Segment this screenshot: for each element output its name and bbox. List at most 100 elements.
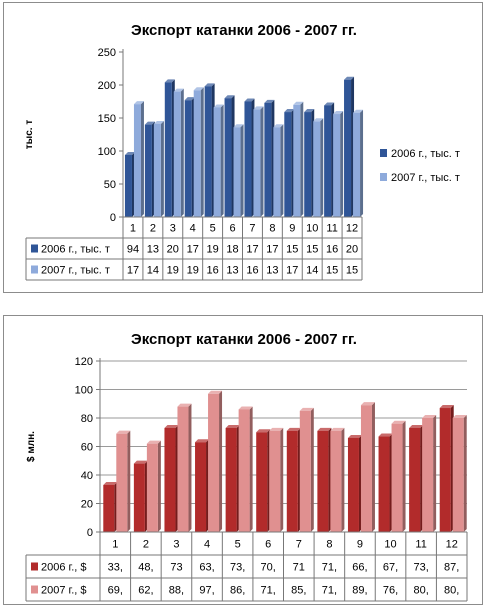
bar-s2-6 xyxy=(233,124,244,217)
bar-s2-1-front xyxy=(116,433,128,532)
bar-s2-12 xyxy=(452,415,467,532)
table-cell: 33, xyxy=(108,562,123,574)
bar-s2-3-front xyxy=(173,91,181,217)
bar-s2-7-front xyxy=(299,410,311,532)
bar-s2-1 xyxy=(133,101,144,217)
table-cell: 20 xyxy=(346,244,358,256)
legend-key xyxy=(380,149,387,157)
table-cell: 13 xyxy=(226,265,238,277)
y-tick-label: 80 xyxy=(81,413,93,425)
table-cell: 71, xyxy=(261,585,276,597)
table-cell: 71, xyxy=(322,562,337,574)
y-tick-label: 40 xyxy=(81,470,93,482)
bar-s1-5 xyxy=(204,83,215,217)
bar-s2-5-front xyxy=(213,107,221,217)
x-tick-label: 1 xyxy=(112,539,118,551)
bar-s2-7 xyxy=(299,407,314,532)
bar-s1-4-front xyxy=(195,442,207,532)
bar-s2-7-side xyxy=(310,407,314,532)
bar-s2-6-side xyxy=(280,427,284,532)
table-cell: 89, xyxy=(352,585,367,597)
x-tick-label: 2 xyxy=(143,539,149,551)
bar-s1-3-top xyxy=(164,79,175,83)
table-cell: 71 xyxy=(293,562,305,574)
x-tick-label: 3 xyxy=(170,223,176,235)
bar-s2-10-front xyxy=(313,121,321,217)
x-tick-label: 4 xyxy=(204,539,210,551)
bar-s2-3-top xyxy=(177,403,192,407)
legend-entry: 2007 г., тыс. т xyxy=(391,172,460,184)
bar-s2-2 xyxy=(153,120,164,217)
bar-s1-10-top xyxy=(304,109,315,113)
bar-s2-6-front xyxy=(233,127,241,217)
bar-s2-3-front xyxy=(177,406,189,532)
table-cell: 63, xyxy=(199,562,214,574)
bar-s2-12-top xyxy=(353,109,364,113)
bar-s2-7-front xyxy=(253,109,261,217)
y-tick-label: 0 xyxy=(110,212,116,224)
bar-s1-6-front xyxy=(256,432,268,532)
bar-s2-1-front xyxy=(133,104,141,217)
bar-s1-3-front xyxy=(164,82,172,217)
x-tick-label: 1 xyxy=(130,223,136,235)
bar-s1-7-front xyxy=(286,430,298,532)
x-tick-label: 12 xyxy=(446,539,458,551)
bar-s2-9-side xyxy=(371,402,375,532)
bar-s2-4-side xyxy=(219,390,223,532)
bar-s2-10-top xyxy=(313,118,324,122)
bar-s2-4-top xyxy=(193,87,204,91)
chart-panel-bottom: Экспорт катанки 2006 - 2007 гг. $ млн. 120… xyxy=(3,315,483,605)
bar-s1-12 xyxy=(439,405,454,532)
table-legend-key xyxy=(31,265,38,274)
bar-s2-8-top xyxy=(330,427,345,431)
bar-s2-9-top xyxy=(360,402,375,406)
bar-s2-6-top xyxy=(233,124,244,128)
x-tick-label: 8 xyxy=(269,223,275,235)
x-tick-label: 10 xyxy=(306,223,318,235)
bar-s1-10 xyxy=(378,433,393,532)
bar-s1-11-front xyxy=(324,105,332,217)
bar-s1-11-front xyxy=(409,427,421,532)
bar-s2-5-side xyxy=(249,406,253,532)
bar-s2-10 xyxy=(391,420,406,532)
x-tick-label: 4 xyxy=(190,223,196,235)
bar-s2-4 xyxy=(193,87,204,217)
bar-s1-4-top xyxy=(184,97,195,101)
bar-s1-6 xyxy=(256,429,271,532)
bar-s1-11-top xyxy=(409,424,424,428)
bar-s2-7-side xyxy=(260,106,264,217)
table-cell: 88, xyxy=(169,585,184,597)
bar-s2-2-front xyxy=(153,123,161,217)
table-legend-key xyxy=(31,562,38,571)
table-cell: 20 xyxy=(167,244,179,256)
bar-s1-12-top xyxy=(344,76,355,80)
bar-s1-10-front xyxy=(304,112,312,217)
table-cell: 19 xyxy=(207,244,219,256)
y-tick-label: 50 xyxy=(104,179,116,191)
legend-key xyxy=(380,173,387,181)
table-cell: 66, xyxy=(352,562,367,574)
table-cell: 80, xyxy=(444,585,459,597)
bar-s2-4-side xyxy=(200,87,204,217)
bar-s1-8-front xyxy=(264,102,272,217)
bar-s2-12-side xyxy=(463,415,467,532)
bar-s2-2-top xyxy=(153,120,164,124)
bar-s2-2-front xyxy=(146,443,158,532)
table-cell: 48, xyxy=(138,562,153,574)
bar-s2-11 xyxy=(422,415,437,532)
bar-s1-8-front xyxy=(317,430,329,532)
bar-s1-12 xyxy=(344,76,355,217)
table-cell: 94 xyxy=(127,244,139,256)
table-row-label: 2007 г., $ xyxy=(41,585,86,597)
bar-s2-4-front xyxy=(208,393,220,532)
bar-s2-3 xyxy=(177,403,192,532)
bar-s2-2-side xyxy=(160,120,164,217)
bar-s2-1-side xyxy=(127,430,131,532)
bar-s2-11-side xyxy=(340,111,344,217)
table-cell: 87, xyxy=(444,562,459,574)
table-cell: 17 xyxy=(246,244,258,256)
table-cell: 17 xyxy=(127,265,139,277)
bar-s1-4 xyxy=(195,439,210,532)
table-cell: 16 xyxy=(246,265,258,277)
bar-s1-7 xyxy=(286,427,301,532)
